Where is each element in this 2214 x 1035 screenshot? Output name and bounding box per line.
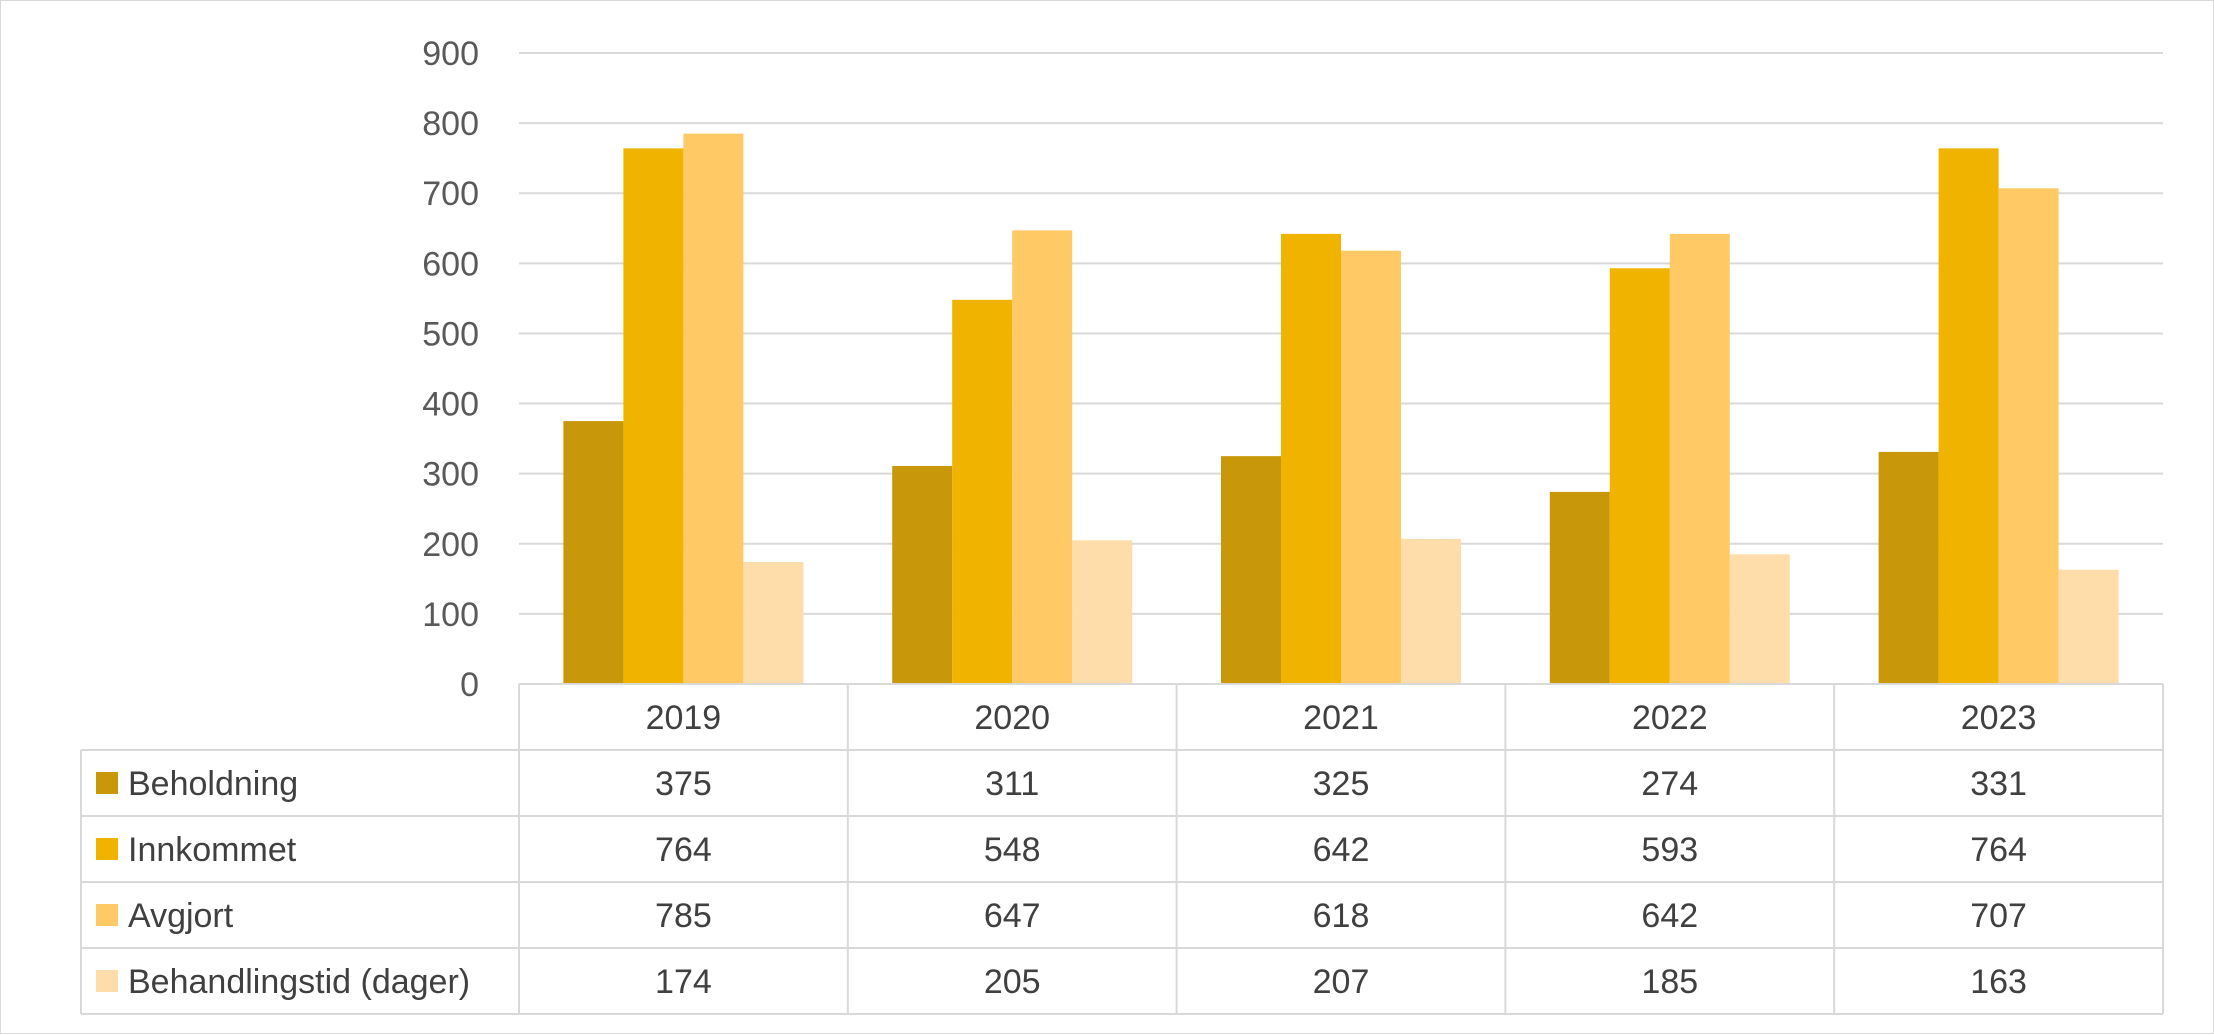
bar-beholdning-2019 bbox=[563, 421, 624, 684]
data-label: 785 bbox=[655, 897, 712, 935]
data-label: 764 bbox=[1970, 831, 2027, 869]
legend-swatch bbox=[96, 904, 118, 926]
y-tick-label: 0 bbox=[460, 666, 479, 704]
bar-behandlingstid-dager-2023 bbox=[2058, 569, 2119, 684]
bar-beholdning-2023 bbox=[1878, 451, 1939, 684]
bar-behandlingstid-dager-2020 bbox=[1072, 540, 1133, 684]
bars bbox=[563, 133, 2119, 685]
bar-avgjort-2021 bbox=[1341, 250, 1401, 685]
bar-avgjort-2023 bbox=[1998, 188, 2059, 684]
y-tick-label: 100 bbox=[422, 596, 479, 634]
legend-swatch bbox=[96, 838, 118, 860]
bar-innkommet-2019 bbox=[623, 148, 684, 685]
bar-behandlingstid-dager-2019 bbox=[743, 562, 804, 684]
legend-label: Beholdning bbox=[128, 765, 298, 803]
bar-avgjort-2022 bbox=[1669, 233, 1730, 685]
legend-label: Behandlingstid (dager) bbox=[128, 963, 470, 1001]
y-tick-label: 700 bbox=[422, 175, 479, 213]
bar-avgjort-2019 bbox=[683, 133, 744, 684]
data-label: 642 bbox=[1641, 897, 1698, 935]
bar-beholdning-2021 bbox=[1221, 456, 1281, 684]
x-category-label: 2022 bbox=[1632, 699, 1708, 737]
bar-innkommet-2021 bbox=[1281, 233, 1341, 685]
bar-innkommet-2020 bbox=[952, 299, 1013, 684]
data-label: 647 bbox=[984, 897, 1041, 935]
legend-label: Innkommet bbox=[128, 831, 297, 869]
data-label: 325 bbox=[1313, 765, 1370, 803]
data-label: 185 bbox=[1641, 963, 1698, 1001]
bar-avgjort-2020 bbox=[1012, 230, 1073, 684]
data-label: 618 bbox=[1313, 897, 1370, 935]
y-axis-ticks: 0 100 200 300 400 500 600 700 800 900 bbox=[422, 35, 479, 704]
y-tick-label: 600 bbox=[422, 245, 479, 283]
bar-innkommet-2022 bbox=[1609, 268, 1670, 684]
x-category-label: 2023 bbox=[1961, 699, 2037, 737]
y-tick-label: 900 bbox=[422, 35, 479, 73]
data-label: 163 bbox=[1970, 963, 2027, 1001]
y-tick-label: 300 bbox=[422, 456, 479, 494]
legend-label: Avgjort bbox=[128, 897, 234, 935]
data-label: 642 bbox=[1313, 831, 1370, 869]
bar-behandlingstid-dager-2021 bbox=[1401, 538, 1461, 684]
bar-behandlingstid-dager-2022 bbox=[1729, 554, 1790, 684]
y-tick-label: 500 bbox=[422, 315, 479, 353]
y-tick-label: 400 bbox=[422, 386, 479, 424]
data-label: 548 bbox=[984, 831, 1041, 869]
x-category-label: 2021 bbox=[1303, 699, 1379, 737]
legend-swatch bbox=[96, 772, 118, 794]
x-category-label: 2020 bbox=[974, 699, 1050, 737]
y-tick-label: 200 bbox=[422, 526, 479, 564]
bar-beholdning-2020 bbox=[892, 465, 953, 684]
data-table: 2019 2020 2021 2022 2023 Beholdning 375 311 325 2… bbox=[80, 683, 2164, 1015]
bar-innkommet-2023 bbox=[1938, 148, 1999, 685]
data-label: 311 bbox=[985, 765, 1039, 803]
data-label: 207 bbox=[1313, 963, 1370, 1001]
data-label: 274 bbox=[1641, 765, 1698, 803]
data-label: 375 bbox=[655, 765, 712, 803]
bar-beholdning-2022 bbox=[1549, 491, 1610, 684]
data-label: 593 bbox=[1641, 831, 1698, 869]
legend-swatch bbox=[96, 970, 118, 992]
data-label: 707 bbox=[1970, 897, 2027, 935]
data-label: 764 bbox=[655, 831, 712, 869]
x-category-label: 2019 bbox=[646, 699, 722, 737]
data-label: 174 bbox=[655, 963, 712, 1001]
data-label: 205 bbox=[984, 963, 1041, 1001]
y-tick-label: 800 bbox=[422, 105, 479, 143]
data-label: 331 bbox=[1970, 765, 2027, 803]
